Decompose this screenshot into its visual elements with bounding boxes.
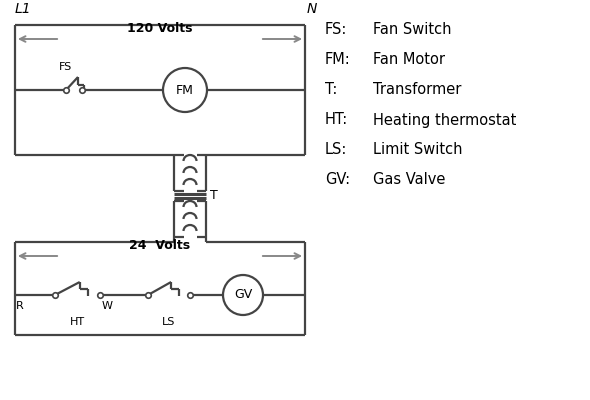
Text: L1: L1 — [15, 2, 32, 16]
Text: HT: HT — [70, 317, 85, 327]
Text: N: N — [307, 2, 317, 16]
Text: Transformer: Transformer — [373, 82, 461, 98]
Text: LS:: LS: — [325, 142, 348, 158]
Text: T:: T: — [325, 82, 337, 98]
Text: LS: LS — [162, 317, 176, 327]
Text: Limit Switch: Limit Switch — [373, 142, 463, 158]
Text: FS: FS — [60, 62, 73, 72]
Text: Fan Motor: Fan Motor — [373, 52, 445, 68]
Text: 120 Volts: 120 Volts — [127, 22, 193, 35]
Text: FS:: FS: — [325, 22, 348, 38]
Text: Fan Switch: Fan Switch — [373, 22, 451, 38]
Text: 24  Volts: 24 Volts — [129, 239, 191, 252]
Text: R: R — [16, 301, 24, 311]
Text: Heating thermostat: Heating thermostat — [373, 112, 516, 128]
Text: Gas Valve: Gas Valve — [373, 172, 445, 188]
Text: W: W — [102, 301, 113, 311]
Text: FM: FM — [176, 84, 194, 96]
Text: GV: GV — [234, 288, 252, 302]
Text: T: T — [210, 189, 218, 202]
Text: FM:: FM: — [325, 52, 350, 68]
Text: GV:: GV: — [325, 172, 350, 188]
Text: HT:: HT: — [325, 112, 348, 128]
